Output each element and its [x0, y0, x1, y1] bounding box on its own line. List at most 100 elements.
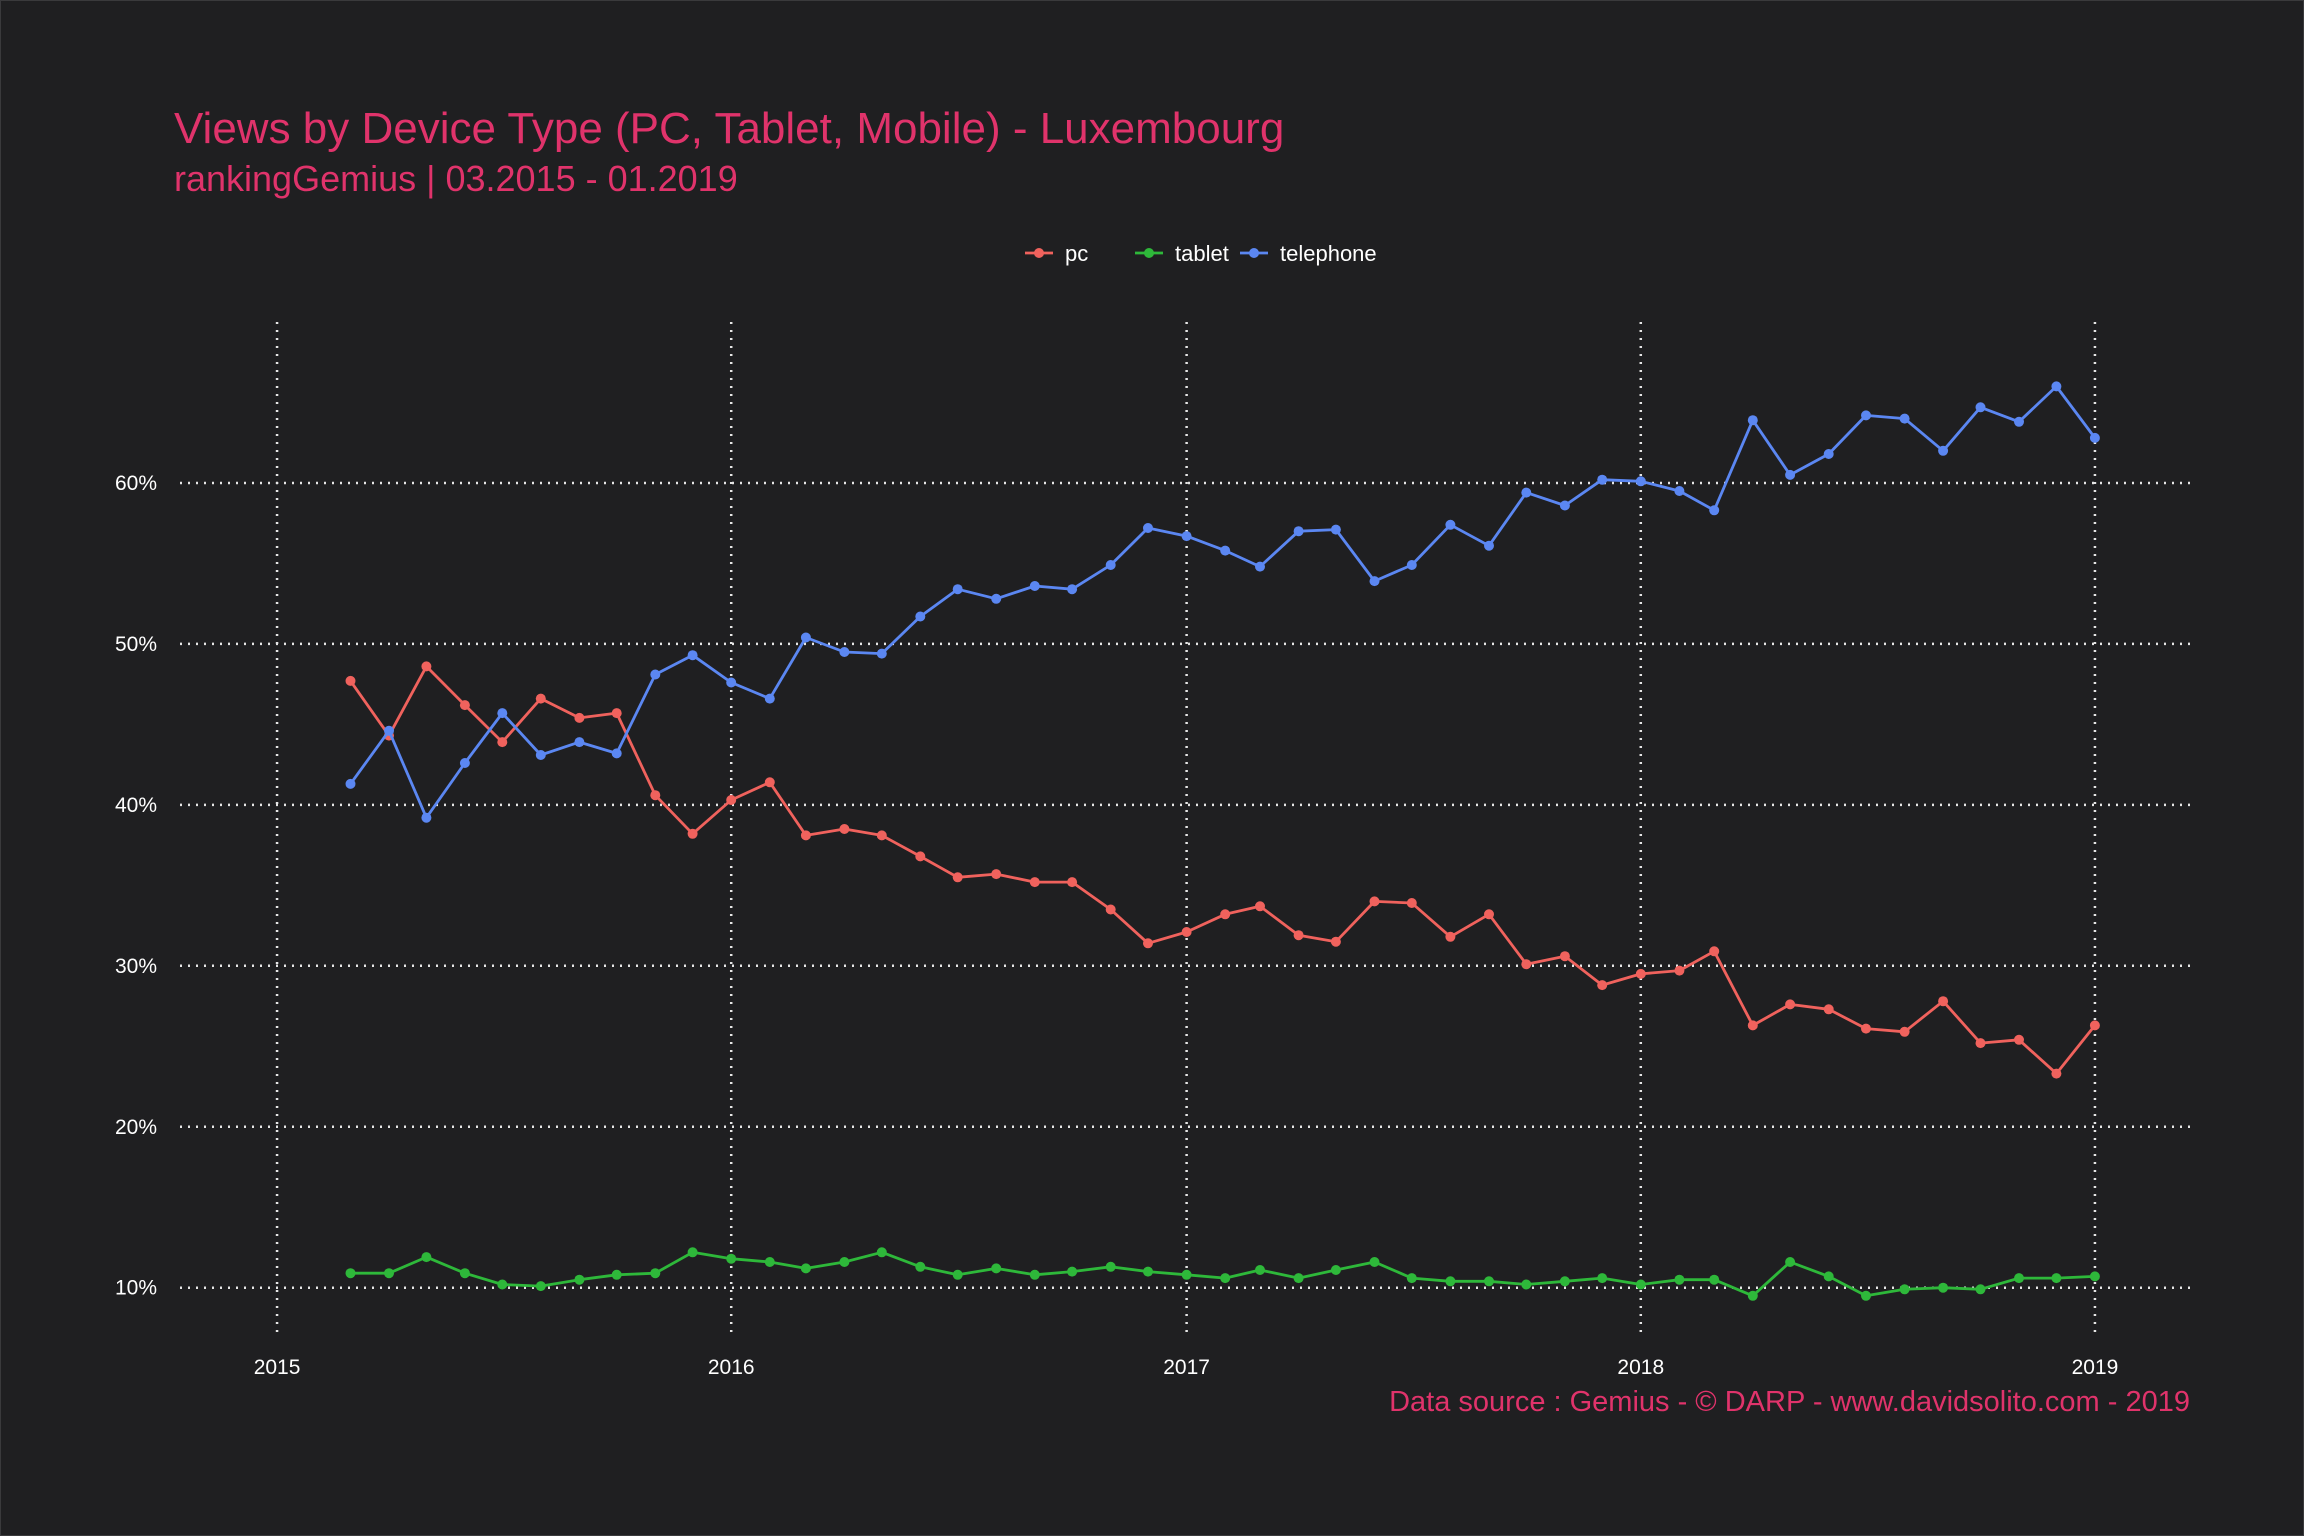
data-point-pc — [1029, 877, 1040, 888]
data-point-tablet — [1181, 1269, 1192, 1280]
data-point-telephone — [764, 693, 775, 704]
data-point-telephone — [497, 708, 508, 719]
data-point-pc — [726, 795, 737, 805]
data-point-pc — [1709, 946, 1720, 957]
series-tablet — [345, 1247, 2100, 1301]
legend-key-point — [1144, 248, 1154, 258]
data-point-pc — [1067, 877, 1078, 888]
data-point-telephone — [345, 778, 356, 789]
series-pc — [345, 661, 2100, 1079]
data-point-tablet — [2051, 1273, 2062, 1284]
data-point-pc — [497, 737, 508, 748]
data-point-telephone — [952, 584, 963, 595]
data-point-telephone — [687, 650, 698, 661]
data-point-pc — [1143, 938, 1153, 949]
data-point-tablet — [535, 1281, 546, 1292]
y-tick-label: 30% — [115, 955, 157, 978]
legend-label: telephone — [1280, 241, 1377, 266]
data-point-tablet — [1330, 1265, 1341, 1275]
data-point-tablet — [1406, 1273, 1417, 1284]
data-point-tablet — [687, 1247, 698, 1258]
data-point-tablet — [459, 1268, 470, 1279]
legend-key-point — [1034, 248, 1044, 258]
data-point-tablet — [1255, 1265, 1265, 1275]
data-point-tablet — [876, 1247, 887, 1258]
data-point-pc — [2089, 1020, 2100, 1031]
data-point-telephone — [1330, 524, 1341, 535]
data-point-telephone — [1445, 519, 1456, 530]
data-point-telephone — [2051, 381, 2062, 392]
data-point-pc — [421, 661, 432, 672]
legend-key-point — [1249, 248, 1259, 258]
data-point-telephone — [611, 748, 622, 759]
data-point-telephone — [1067, 584, 1078, 595]
data-point-telephone — [421, 812, 432, 823]
data-point-pc — [1521, 959, 1532, 970]
legend-item-tablet: tablet — [1135, 241, 1229, 266]
data-point-tablet — [1521, 1279, 1532, 1290]
data-point-telephone — [650, 669, 661, 680]
data-point-pc — [1255, 901, 1265, 912]
data-point-tablet — [1975, 1284, 1986, 1295]
data-point-telephone — [459, 758, 470, 768]
data-point-tablet — [1029, 1269, 1040, 1280]
data-point-tablet — [1861, 1290, 1871, 1301]
data-point-pc — [764, 777, 775, 788]
data-point-tablet — [1220, 1273, 1231, 1284]
data-point-pc — [876, 830, 887, 841]
data-point-tablet — [1823, 1271, 1834, 1282]
data-point-telephone — [1255, 561, 1265, 572]
data-point-pc — [687, 828, 698, 839]
data-point-telephone — [1220, 545, 1231, 556]
data-point-pc — [1938, 996, 1949, 1007]
series-line-pc — [349, 665, 2096, 1075]
chart-title: Views by Device Type (PC, Tablet, Mobile… — [174, 104, 1285, 153]
data-point-tablet — [1635, 1279, 1646, 1290]
data-point-tablet — [650, 1268, 661, 1279]
data-point-telephone — [1369, 576, 1380, 587]
data-point-tablet — [726, 1253, 737, 1264]
data-point-tablet — [915, 1261, 926, 1272]
data-point-telephone — [1181, 531, 1192, 542]
data-point-telephone — [915, 611, 926, 622]
data-point-tablet — [764, 1257, 775, 1267]
data-point-tablet — [1938, 1282, 1949, 1293]
data-point-pc — [345, 675, 356, 686]
data-point-tablet — [1747, 1290, 1758, 1301]
data-point-pc — [1747, 1020, 1758, 1031]
data-point-tablet — [421, 1252, 432, 1263]
data-point-pc — [1330, 936, 1341, 947]
x-tick-label: 2018 — [1617, 1356, 1664, 1379]
data-point-pc — [952, 872, 963, 883]
data-point-pc — [1293, 930, 1304, 941]
data-point-tablet — [574, 1274, 585, 1285]
data-point-tablet — [1674, 1274, 1685, 1285]
data-point-telephone — [800, 632, 811, 643]
data-point-pc — [611, 708, 622, 719]
data-point-telephone — [991, 593, 1002, 604]
data-point-pc — [1785, 999, 1796, 1010]
y-tick-label: 50% — [115, 633, 157, 656]
data-point-pc — [800, 830, 811, 841]
data-point-telephone — [2014, 416, 2024, 427]
chart-subtitle: rankingGemius | 03.2015 - 01.2019 — [174, 158, 738, 199]
data-point-pc — [991, 869, 1002, 880]
data-point-telephone — [1484, 540, 1494, 551]
data-point-pc — [1445, 931, 1456, 942]
data-point-telephone — [574, 737, 585, 748]
x-tick-label: 2016 — [708, 1356, 755, 1379]
legend: pc tablet telephone — [1025, 241, 1377, 266]
data-point-telephone — [1143, 523, 1153, 533]
data-point-pc — [2014, 1034, 2024, 1045]
data-point-tablet — [611, 1269, 622, 1280]
data-point-pc — [535, 693, 546, 704]
data-point-pc — [1220, 909, 1231, 920]
data-point-pc — [1861, 1023, 1871, 1034]
data-point-tablet — [839, 1257, 850, 1267]
data-point-telephone — [1674, 486, 1685, 496]
data-point-telephone — [1029, 581, 1040, 591]
data-point-telephone — [726, 677, 737, 688]
legend-item-pc: pc — [1025, 241, 1088, 266]
data-point-telephone — [2089, 432, 2100, 443]
